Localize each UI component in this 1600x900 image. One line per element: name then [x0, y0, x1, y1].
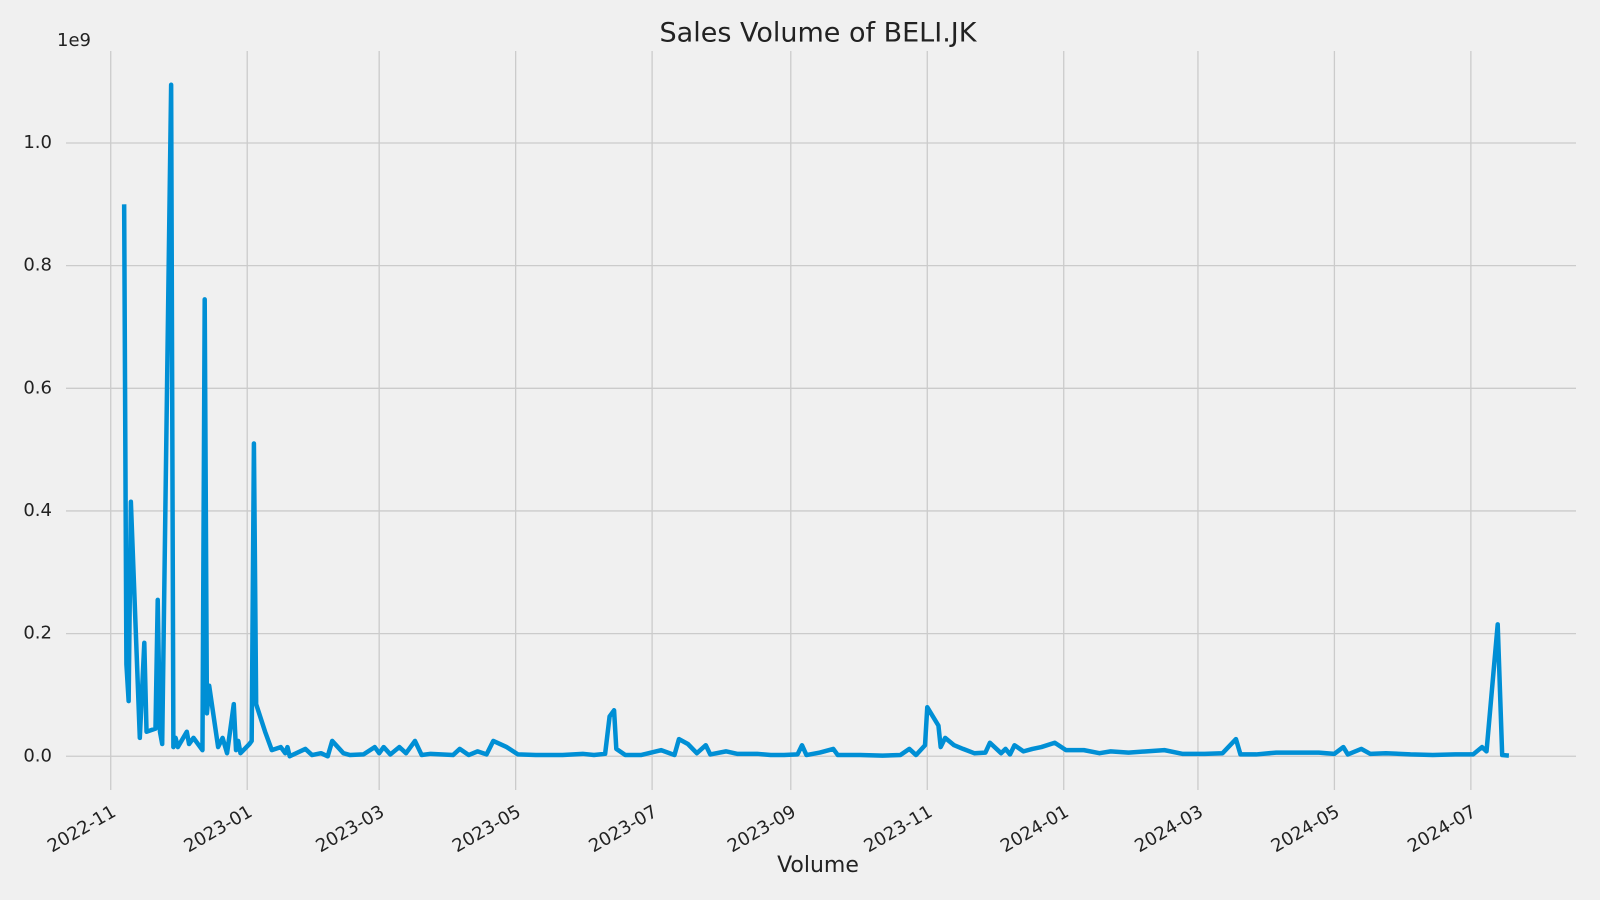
y-tick-label: 0.0 — [23, 745, 52, 766]
y-tick-label: 0.2 — [23, 623, 52, 644]
data-line — [121, 82, 1510, 759]
y-tick-label: 0.4 — [23, 500, 52, 521]
y-offset-label: 1e9 — [57, 30, 91, 51]
y-tick-label: 0.8 — [23, 255, 52, 276]
x-axis-label: Volume — [777, 853, 859, 878]
y-tick-label: 1.0 — [23, 132, 52, 153]
chart-title: Sales Volume of BELI.JK — [660, 18, 978, 49]
y-tick-label: 0.6 — [23, 377, 52, 398]
